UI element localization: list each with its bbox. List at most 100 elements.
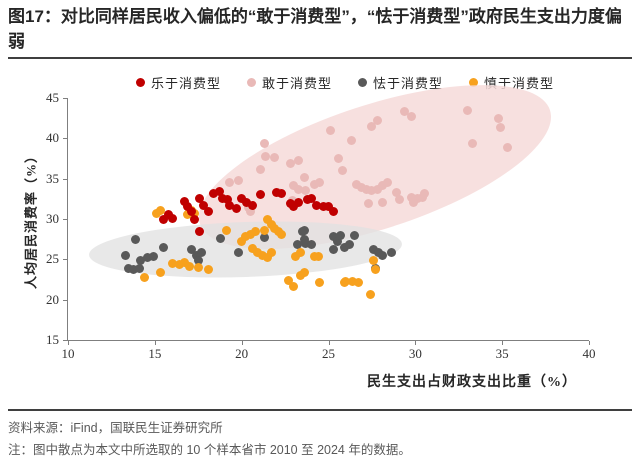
source-text: 资料来源：iFind，国联民生证券研究所	[8, 421, 223, 435]
scatter-point	[462, 106, 472, 116]
y-tick-label: 45	[46, 90, 59, 105]
y-axis-label: 人均居民消费率（%）	[23, 148, 39, 290]
scatter-point	[350, 230, 360, 240]
y-tick-mark	[63, 299, 67, 301]
legend-item-2: 怯于消费型	[358, 73, 443, 92]
scatter-point	[223, 195, 233, 205]
x-tick-mark	[589, 341, 590, 345]
scatter-point	[341, 277, 351, 287]
legend-marker-icon	[358, 78, 367, 87]
x-tick-mark	[415, 341, 417, 345]
scatter-point	[344, 240, 354, 250]
scatter-point	[186, 207, 196, 217]
legend-marker-icon	[246, 78, 256, 87]
legend-label: 乐于消费型	[150, 76, 221, 91]
scatter-point	[270, 153, 280, 163]
scatter-point	[329, 245, 339, 255]
scatter-point	[233, 247, 243, 257]
scatter-point	[258, 250, 267, 260]
y-tick-label: 25	[46, 251, 59, 267]
x-tick-mark	[68, 341, 69, 345]
y-tick-label: 35	[46, 170, 59, 186]
scatter-point	[356, 183, 366, 193]
scatter-point	[289, 181, 299, 191]
scatter-point	[192, 250, 201, 260]
scatter-point	[284, 275, 294, 285]
scatter-point	[289, 282, 299, 292]
scatter-point	[216, 233, 226, 243]
scatter-point	[294, 198, 304, 208]
scatter-point	[209, 188, 219, 198]
scatter-point	[251, 227, 261, 237]
scatter-point	[136, 255, 146, 265]
y-tick-mark	[63, 98, 67, 99]
scatter-point	[233, 175, 243, 185]
scatter-point	[155, 267, 165, 277]
scatter-point	[377, 197, 387, 207]
x-tick-mark	[328, 341, 330, 345]
scatter-point	[185, 262, 195, 272]
scatter-point	[315, 278, 325, 288]
scatter-point	[299, 172, 309, 182]
scatter-point	[179, 258, 189, 268]
legend-label: 敢于消费型	[261, 76, 332, 91]
scatter-point	[318, 202, 328, 212]
scatter-point	[377, 181, 387, 191]
scatter-point	[259, 233, 269, 243]
scatter-point	[311, 200, 321, 210]
scatter-point	[225, 178, 234, 188]
scatter-point	[247, 243, 257, 253]
scatter-point	[221, 225, 231, 235]
x-tick-label: 40	[582, 346, 596, 361]
scatter-point	[334, 154, 344, 163]
scatter-point	[306, 240, 316, 250]
scatter-point	[167, 258, 177, 268]
scatter-point	[299, 267, 309, 277]
scatter-point	[148, 252, 158, 262]
x-tick-label: 15	[148, 346, 162, 361]
scatter-point	[242, 197, 252, 207]
scatter-point	[237, 237, 247, 247]
scatter-point	[351, 179, 361, 189]
scatter-point	[198, 200, 208, 210]
y-tick-mark	[63, 340, 67, 341]
scatter-point	[391, 187, 401, 197]
scatter-point	[204, 207, 214, 217]
scatter-point	[315, 178, 325, 188]
scatter-point	[383, 178, 393, 188]
scatter-point	[372, 184, 382, 194]
plot-area: 10 15 20 25 30 35 40 15 20 25 30 35 40 45	[46, 51, 596, 361]
scatter-point	[301, 238, 311, 248]
y-tick-mark	[63, 178, 67, 180]
note-text: 注：图中散点为本文中所选取的 10 个样本省市 2010 至 2024 年的数据…	[8, 443, 411, 457]
scatter-point	[291, 252, 300, 262]
legend: 乐于消费型 敢于消费型 怯于消费型 慎于消费型	[0, 73, 638, 92]
scatter-point	[332, 237, 342, 247]
scatter-point	[329, 232, 339, 242]
scatter-point	[339, 242, 349, 252]
scatter-point	[261, 152, 271, 162]
scatter-point	[225, 200, 234, 210]
scatter-point	[367, 186, 377, 196]
scatter-point	[370, 265, 380, 275]
title-divider	[8, 57, 632, 59]
scatter-point	[271, 187, 281, 197]
scatter-point	[256, 165, 266, 175]
scatter-point	[186, 245, 196, 255]
scatter-point	[362, 184, 372, 194]
scatter-point	[131, 235, 141, 245]
scatter-point	[296, 248, 306, 258]
scatter-point	[365, 290, 375, 300]
scatter-point	[407, 112, 417, 122]
scatter-point	[369, 245, 379, 255]
scatter-point	[256, 190, 266, 200]
scatter-point	[120, 250, 130, 260]
scatter-point	[231, 204, 241, 213]
scatter-point	[336, 230, 346, 240]
scatter-point	[495, 123, 505, 133]
scatter-point	[313, 252, 323, 262]
scatter-point	[306, 193, 316, 203]
scatter-point	[134, 263, 144, 273]
scatter-point	[395, 195, 405, 205]
